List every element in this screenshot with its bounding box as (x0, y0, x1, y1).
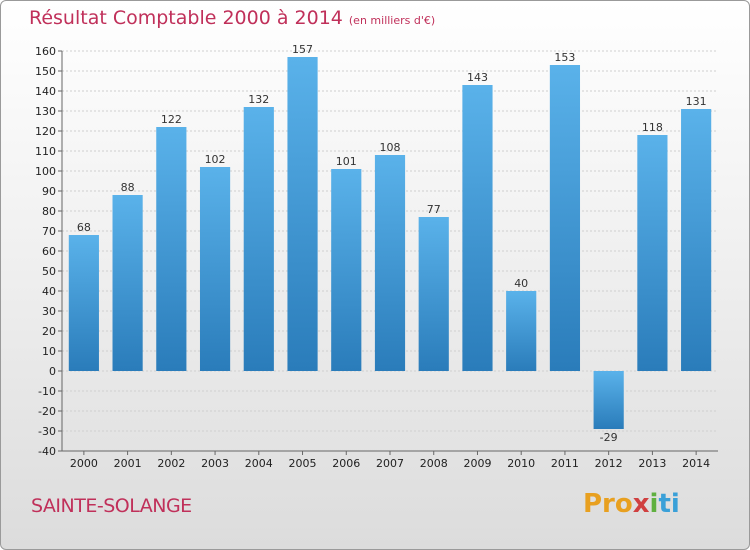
data-label-2014: 131 (686, 95, 707, 108)
proxiti-logo[interactable]: Proxiti (583, 489, 680, 519)
y-tick-label: 60 (42, 245, 56, 258)
x-tick-label-2009: 2009 (463, 457, 491, 470)
bar-2000 (68, 235, 99, 371)
y-tick-label: 90 (42, 185, 56, 198)
bar-2001 (112, 195, 143, 371)
bar-2008 (418, 217, 449, 371)
y-tick-label: 20 (42, 325, 56, 338)
x-tick-label-2005: 2005 (289, 457, 317, 470)
data-label-2001: 88 (121, 181, 135, 194)
x-tick-label-2004: 2004 (245, 457, 273, 470)
y-tick-label: -40 (38, 445, 56, 458)
data-label-2010: 40 (514, 277, 528, 290)
data-labels: 68 88 122 102 132 157 101 108 77 143 40 153 -29 118 13… (77, 43, 707, 444)
data-label-2012: -29 (600, 431, 618, 444)
data-label-2006: 101 (336, 155, 357, 168)
data-label-2011: 153 (554, 51, 575, 64)
y-tick-label: 160 (35, 45, 56, 58)
y-tick-label: -30 (38, 425, 56, 438)
y-tick-label: 100 (35, 165, 56, 178)
data-label-2013: 118 (642, 121, 663, 134)
y-tick-label: 150 (35, 65, 56, 78)
x-tick-label-2010: 2010 (507, 457, 535, 470)
y-tick-label: 80 (42, 205, 56, 218)
logo-part-1: Pro (583, 489, 633, 519)
x-tick-label-2014: 2014 (682, 457, 710, 470)
y-tick-label: -20 (38, 405, 56, 418)
y-tick-label: 10 (42, 345, 56, 358)
bar-2006 (331, 169, 362, 371)
y-tick-label: 140 (35, 85, 56, 98)
x-tick-label-2008: 2008 (420, 457, 448, 470)
logo-part-4: ti (658, 489, 680, 519)
data-label-2000: 68 (77, 221, 91, 234)
axes: -40 -30 -20 -10 0 10 20 30 40 50 60 70 80 90 100 110 120… (35, 45, 718, 470)
x-tick-label-2011: 2011 (551, 457, 579, 470)
chart-title-text: Résultat Comptable 2000 à 2014 (29, 7, 343, 29)
x-tick-label-2012: 2012 (595, 457, 623, 470)
y-tick-label: 30 (42, 305, 56, 318)
y-tick-label: 40 (42, 285, 56, 298)
bar-2002 (156, 127, 187, 371)
data-label-2003: 102 (205, 153, 226, 166)
y-tick-label: 70 (42, 225, 56, 238)
data-label-2004: 132 (248, 93, 269, 106)
bar-2004 (243, 107, 274, 371)
x-tick-label-2007: 2007 (376, 457, 404, 470)
bar-2007 (374, 155, 406, 371)
bar-2003 (199, 167, 231, 371)
logo-part-2: x (632, 489, 650, 519)
x-tick-label-2003: 2003 (201, 457, 229, 470)
x-tick-label-2013: 2013 (638, 457, 666, 470)
y-tick-label: 50 (42, 265, 56, 278)
bar-2013 (637, 135, 668, 371)
data-label-2009: 143 (467, 71, 488, 84)
bar-2011 (549, 65, 581, 371)
y-tick-label: 110 (35, 145, 56, 158)
bar-2014 (681, 109, 712, 371)
data-label-2007: 108 (380, 141, 401, 154)
bar-2009 (462, 85, 493, 371)
bar-2005 (287, 57, 318, 371)
bar-2010 (506, 291, 537, 371)
data-label-2008: 77 (427, 203, 441, 216)
bars (68, 57, 712, 429)
logo-part-3: i (649, 489, 659, 519)
x-tick-label-2001: 2001 (114, 457, 142, 470)
x-tick-label-2002: 2002 (157, 457, 185, 470)
x-tick-label-2000: 2000 (70, 457, 98, 470)
data-label-2005: 157 (292, 43, 313, 56)
y-tick-label: 120 (35, 125, 56, 138)
chart-title: Résultat Comptable 2000 à 2014 (en millie… (29, 7, 435, 29)
y-tick-label: 130 (35, 105, 56, 118)
bar-2012 (593, 371, 624, 429)
y-tick-label: 0 (49, 365, 56, 378)
town-name: SAINTE-SOLANGE (31, 495, 192, 517)
y-tick-label: -10 (38, 385, 56, 398)
x-tick-label-2006: 2006 (332, 457, 360, 470)
chart-subtitle: (en milliers d'€) (348, 14, 436, 27)
data-label-2002: 122 (161, 113, 182, 126)
